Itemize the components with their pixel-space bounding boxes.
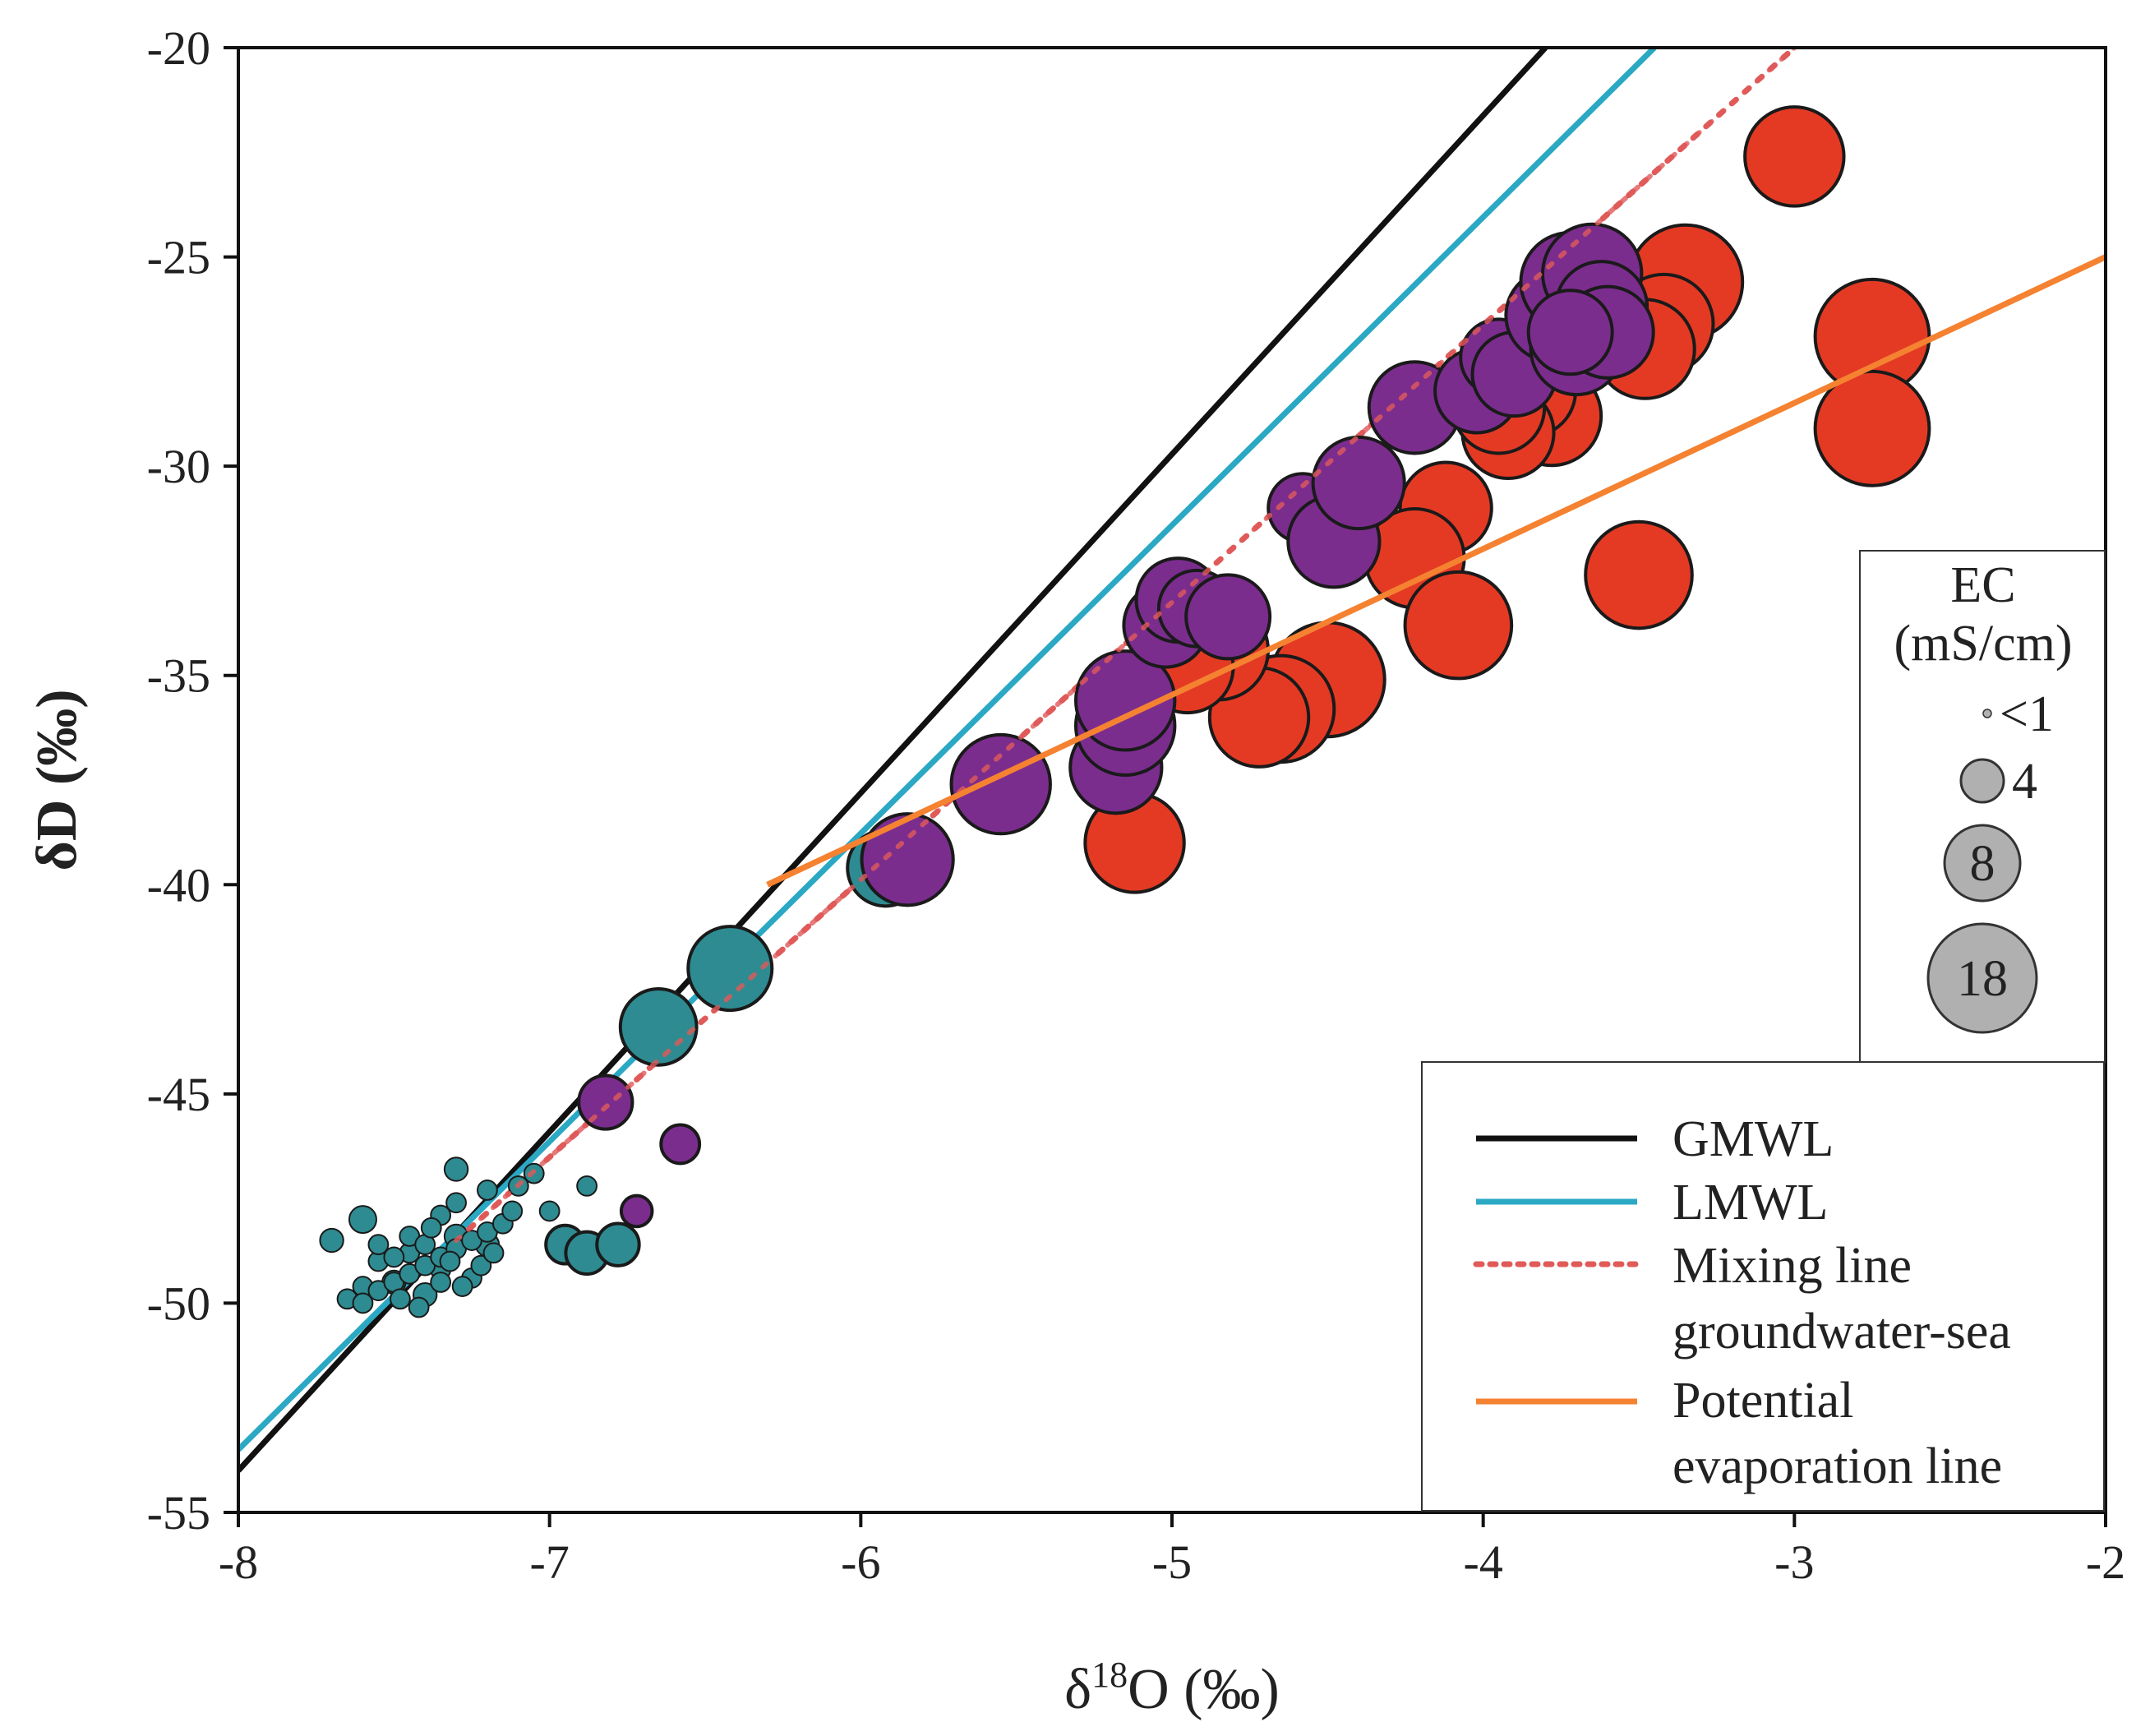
teal-point <box>430 1272 452 1293</box>
purple-point <box>860 812 955 907</box>
size-legend-label: 8 <box>1970 836 1995 892</box>
lmwl-line <box>238 48 1657 1452</box>
size-legend-label: 18 <box>1957 951 2008 1007</box>
teal-point <box>538 1200 561 1222</box>
x-tick-label: -3 <box>1774 1535 1814 1589</box>
teal-point <box>367 1234 390 1256</box>
size-legend-circle <box>1926 922 2038 1034</box>
purple-point <box>1184 573 1272 661</box>
size-legend-circle <box>1943 824 2022 903</box>
legend-label-lmwl: LMWL <box>1672 1175 1828 1230</box>
teal-point <box>595 1221 641 1267</box>
x-tick-label: -5 <box>1152 1535 1192 1589</box>
x-axis-label: δ18O (‰) <box>1064 1655 1280 1721</box>
size-legend: EC (mS/cm) <1 48 18 <box>1859 550 2106 1063</box>
teal-point <box>390 1288 411 1310</box>
legend-label-mixing-line: Mixing line groundwater-sea <box>1672 1238 2011 1360</box>
teal-point <box>451 1276 473 1297</box>
teal-point <box>420 1217 442 1239</box>
x-tick-label: -2 <box>2086 1535 2125 1589</box>
purple-point <box>1311 435 1406 531</box>
red-point <box>1813 369 1931 487</box>
size-legend-units: (mS/cm) <box>1894 616 2073 672</box>
red-point <box>1584 519 1694 630</box>
teal-point <box>319 1227 344 1254</box>
teal-point <box>348 1205 377 1235</box>
evaporation-line-overlay <box>766 254 2106 888</box>
teal-point <box>477 1180 498 1201</box>
teal-point <box>439 1250 461 1272</box>
y-tick-label: -30 <box>147 440 210 493</box>
teal-point <box>352 1292 374 1314</box>
y-tick-label: -25 <box>147 231 210 284</box>
teal-point <box>408 1296 430 1318</box>
mixing-line-overlay <box>454 48 1797 1244</box>
teal-point <box>686 925 774 1013</box>
x-tick-label: -4 <box>1464 1535 1503 1589</box>
purple-point <box>577 1073 634 1131</box>
purple-point <box>619 1194 654 1229</box>
teal-point <box>445 1192 467 1214</box>
purple-point <box>949 732 1052 836</box>
y-tick-label: -20 <box>147 21 210 75</box>
size-legend-items: <1 48 18 <box>1926 686 2054 1034</box>
teal-point <box>383 1246 405 1268</box>
y-axis-label: δD (‰) <box>25 689 89 870</box>
y-tick-label: -45 <box>147 1068 210 1121</box>
teal-point <box>482 1242 505 1264</box>
teal-point <box>618 986 699 1067</box>
teal-point <box>443 1157 469 1182</box>
red-point <box>1403 570 1514 681</box>
teal-point <box>501 1200 524 1222</box>
y-tick-label: -35 <box>147 649 210 703</box>
x-tick-label: -8 <box>219 1535 258 1589</box>
size-legend-label: <1 <box>2000 686 2054 742</box>
legend-label-gmwl: GMWL <box>1672 1111 1834 1167</box>
size-legend-circle <box>1959 758 2005 804</box>
teal-point <box>470 1254 492 1277</box>
line-legend: GMWL LMWL Mixing line groundwater-sea Pot… <box>1421 1061 2105 1512</box>
size-legend-label: 4 <box>2012 754 2037 810</box>
teal-point <box>576 1175 598 1197</box>
x-tick-label: -6 <box>841 1535 880 1589</box>
legend-label-evaporation-line: Potential evaporation line <box>1672 1373 2002 1494</box>
size-legend-title: EC <box>1950 557 2015 613</box>
data-points <box>319 48 2106 1318</box>
purple-point <box>1526 289 1614 376</box>
size-legend-circle <box>1982 709 1992 718</box>
axis-ticks: -8 -7 -6 -5 -4 -3 -2 -20 -25 -30 -35 -40 -45 -50 -55 <box>147 21 2125 1589</box>
red-point <box>1743 105 1846 208</box>
purple-point <box>659 1123 702 1166</box>
y-tick-label: -55 <box>147 1486 210 1540</box>
y-tick-label: -50 <box>147 1277 210 1330</box>
x-tick-label: -7 <box>530 1535 570 1589</box>
y-tick-label: -40 <box>147 858 210 912</box>
